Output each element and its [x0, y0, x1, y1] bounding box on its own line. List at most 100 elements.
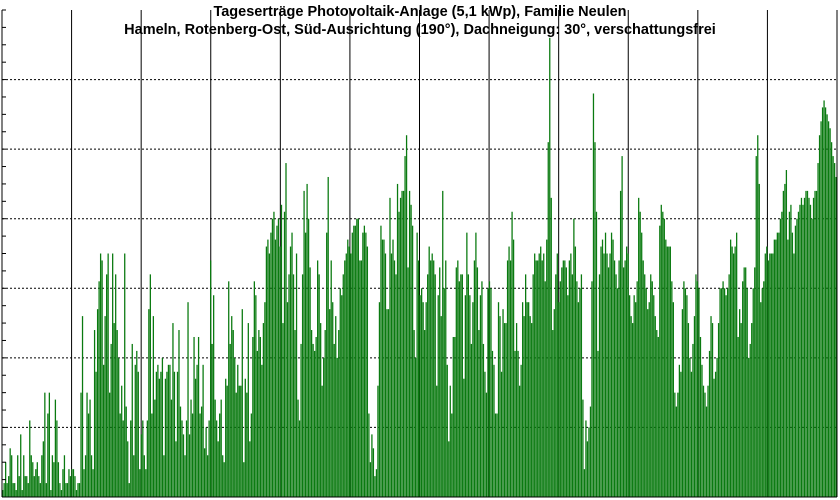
data-bar	[234, 357, 236, 497]
data-bar	[687, 323, 690, 497]
data-bar	[585, 420, 587, 497]
data-bar	[610, 232, 613, 497]
data-bar	[92, 469, 94, 497]
data-bar	[538, 253, 540, 497]
data-bar	[149, 274, 151, 497]
data-bar	[35, 469, 37, 497]
data-bar	[381, 239, 384, 498]
data-bar	[59, 483, 61, 497]
data-bar	[454, 336, 456, 497]
data-bar	[607, 267, 610, 497]
data-bar	[137, 371, 139, 497]
data-bar	[479, 295, 482, 497]
data-bar	[393, 260, 396, 497]
data-bar	[29, 420, 31, 497]
data-bar	[488, 281, 491, 497]
data-bar	[140, 434, 142, 497]
data-bar	[588, 427, 590, 497]
data-bar	[812, 197, 815, 498]
data-bar	[339, 288, 341, 497]
data-bar	[698, 288, 700, 497]
data-bar	[815, 190, 818, 497]
data-bar	[674, 392, 676, 497]
data-bar	[806, 190, 809, 497]
data-bar	[537, 260, 539, 497]
data-bar	[624, 260, 626, 497]
data-bar	[298, 420, 301, 497]
data-bar	[478, 330, 480, 497]
data-bar	[552, 330, 554, 497]
data-bar	[570, 253, 572, 497]
data-bar	[20, 434, 22, 497]
data-bar	[244, 378, 246, 497]
data-bar	[155, 371, 158, 497]
data-bar	[713, 378, 715, 497]
data-bar	[594, 142, 596, 497]
data-bar	[726, 288, 729, 497]
data-bar	[800, 197, 803, 498]
data-bar	[824, 107, 827, 498]
data-bar	[627, 253, 629, 497]
data-bar	[797, 211, 800, 497]
data-bar	[206, 455, 209, 497]
data-bar	[116, 330, 118, 497]
data-bar	[408, 190, 411, 497]
data-bar	[613, 260, 616, 497]
data-bar	[579, 288, 581, 497]
data-bar	[350, 253, 352, 497]
data-bar	[170, 399, 173, 497]
data-bar	[292, 274, 295, 497]
data-bar	[30, 455, 32, 497]
data-bar	[733, 253, 735, 497]
data-bar	[280, 204, 283, 498]
data-bar	[814, 190, 816, 497]
data-bar	[84, 455, 87, 497]
data-bar	[208, 420, 210, 497]
data-bar	[130, 420, 132, 497]
data-bar	[558, 302, 560, 497]
data-bar	[514, 350, 516, 497]
data-bar	[562, 260, 564, 497]
data-bar	[229, 343, 231, 497]
data-bar	[796, 218, 798, 497]
data-bar	[351, 232, 353, 497]
data-bar	[464, 295, 466, 497]
data-bar	[107, 253, 109, 497]
data-bar	[660, 204, 662, 498]
data-bar	[576, 281, 578, 497]
data-bar	[399, 197, 402, 498]
data-bar	[131, 343, 133, 497]
data-bar	[301, 274, 304, 497]
data-bar	[701, 364, 703, 497]
data-bar	[288, 274, 290, 497]
data-bar	[225, 378, 227, 497]
data-bar	[794, 225, 797, 497]
data-bar	[332, 302, 334, 497]
data-bar	[493, 364, 495, 497]
data-bar	[11, 455, 13, 497]
data-bar	[72, 469, 75, 497]
data-bar	[574, 246, 577, 497]
data-bar	[336, 357, 338, 497]
data-bar	[369, 462, 372, 497]
data-bar	[466, 232, 468, 497]
data-bar	[74, 476, 76, 497]
data-bar	[743, 267, 745, 497]
data-bar	[683, 281, 685, 497]
data-bar	[95, 371, 97, 497]
data-bar	[238, 385, 240, 497]
data-bar	[378, 302, 381, 497]
data-bar	[66, 483, 69, 497]
data-bar	[57, 462, 60, 497]
data-bar	[811, 218, 813, 497]
data-bar	[372, 448, 375, 497]
data-bar	[134, 364, 136, 497]
data-bar	[173, 371, 176, 497]
data-bar	[736, 232, 738, 497]
data-bar	[50, 490, 52, 497]
data-bar	[708, 350, 711, 497]
data-bar	[737, 336, 739, 497]
data-bar	[729, 239, 732, 498]
data-bar	[380, 225, 382, 497]
data-bar	[481, 281, 483, 497]
